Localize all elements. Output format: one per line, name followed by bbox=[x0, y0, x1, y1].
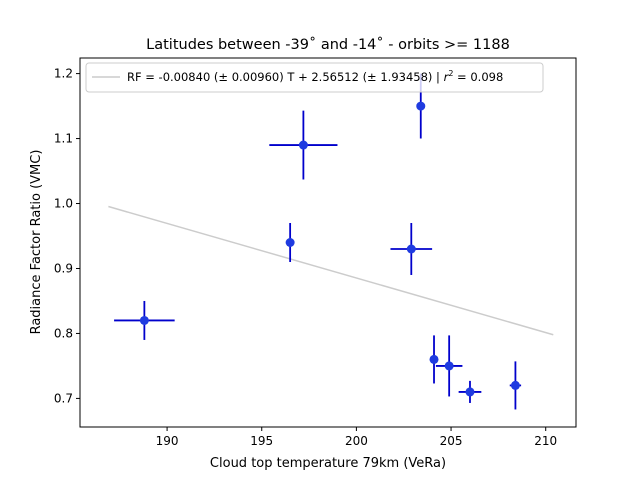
data-point bbox=[444, 361, 454, 371]
legend-equation: RF = -0.00840 (± 0.00960) T + 2.56512 (±… bbox=[127, 70, 444, 84]
legend-r-symbol: r bbox=[444, 70, 450, 84]
data-point bbox=[406, 244, 416, 254]
y-axis-ticks: 0.7 0.8 0.9 1.0 1.1 1.2 bbox=[54, 67, 80, 405]
x-tick-label: 210 bbox=[534, 434, 557, 448]
fit-line-layer bbox=[108, 205, 554, 336]
y-axis-label: Radiance Factor Ratio (VMC) bbox=[29, 150, 44, 335]
legend-r-exponent: 2 bbox=[448, 69, 453, 78]
axes-frame bbox=[79, 57, 577, 428]
legend-label: RF = -0.00840 (± 0.00960) T + 2.56512 (±… bbox=[127, 69, 503, 84]
y-tick-label: 0.8 bbox=[54, 326, 73, 340]
data-point bbox=[285, 238, 295, 247]
y-tick-label: 0.7 bbox=[54, 391, 73, 405]
data-point bbox=[139, 315, 149, 325]
chart-title: Latitudes between -39˚ and -14˚ - orbits… bbox=[146, 36, 510, 53]
legend-box bbox=[85, 62, 544, 93]
y-tick-label: 1.1 bbox=[54, 132, 73, 146]
y-tick-label: 1.0 bbox=[54, 197, 73, 211]
legend-r-value: = 0.098 bbox=[453, 70, 503, 84]
data-point bbox=[510, 380, 520, 390]
data-point bbox=[298, 140, 308, 150]
x-tick-label: 200 bbox=[345, 434, 368, 448]
fit-line bbox=[108, 205, 554, 336]
point-layer bbox=[139, 101, 520, 397]
data-point bbox=[465, 387, 475, 397]
legend: RF = -0.00840 (± 0.00960) T + 2.56512 (±… bbox=[85, 62, 544, 93]
data-point bbox=[429, 354, 439, 364]
x-tick-label: 205 bbox=[440, 434, 463, 448]
x-tick-label: 195 bbox=[250, 434, 273, 448]
y-tick-label: 0.9 bbox=[54, 261, 73, 275]
y-tick-label: 1.2 bbox=[54, 67, 73, 81]
data-point bbox=[416, 101, 426, 111]
x-tick-label: 190 bbox=[156, 434, 179, 448]
x-axis-ticks: 190 195 200 205 210 bbox=[156, 427, 557, 448]
x-axis-label: Cloud top temperature 79km (VeRa) bbox=[210, 456, 446, 471]
